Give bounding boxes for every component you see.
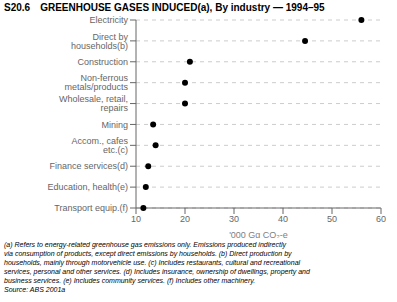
svg-text:Mining: Mining bbox=[101, 120, 128, 130]
svg-text:40: 40 bbox=[278, 214, 288, 224]
svg-text:Finance services(d): Finance services(d) bbox=[49, 161, 128, 171]
html-text:services, personal and other s: services, personal and other services. (… bbox=[4, 268, 310, 275]
svg-text:Transport equip.(f): Transport equip.(f) bbox=[54, 203, 128, 213]
svg-text:Direct byhouseholds(b): Direct byhouseholds(b) bbox=[71, 32, 129, 51]
html-text:GREENHOUSE GASES INDUCED(a), B: GREENHOUSE GASES INDUCED(a), By industry… bbox=[40, 2, 325, 13]
html-text:S20.6: S20.6 bbox=[4, 2, 31, 13]
html-text:households, mainly through mot: households, mainly through motorvehicle … bbox=[4, 259, 301, 266]
svg-text:Accom., cafesetc.(c): Accom., cafesetc.(c) bbox=[71, 136, 128, 155]
svg-text:50: 50 bbox=[327, 214, 337, 224]
svg-text:20: 20 bbox=[180, 214, 190, 224]
svg-text:60: 60 bbox=[376, 214, 386, 224]
html-text:via consumption of products, e: via consumption of products, except dire… bbox=[4, 250, 292, 257]
svg-text:Wholesale, retail,repairs: Wholesale, retail,repairs bbox=[59, 94, 129, 113]
html-text:business services. (e) Include: business services. (e) Includes communit… bbox=[4, 277, 256, 284]
svg-text:Electricity: Electricity bbox=[89, 16, 128, 25]
html-text:(a) Refers to energy-related g: (a) Refers to energy-related greenhouse … bbox=[4, 241, 286, 248]
svg-text:Non-ferrousmetals/products: Non-ferrousmetals/products bbox=[64, 73, 128, 92]
svg-text:30: 30 bbox=[229, 214, 239, 224]
svg-text:Construction: Construction bbox=[77, 57, 128, 67]
svg-text:'000 Gg CO₂-e: '000 Gg CO₂-e bbox=[229, 230, 288, 238]
html-text:Source: ABS 2001a: Source: ABS 2001a bbox=[4, 286, 66, 293]
svg-text:Education, health(e): Education, health(e) bbox=[47, 182, 128, 192]
svg-text:10: 10 bbox=[131, 214, 141, 224]
